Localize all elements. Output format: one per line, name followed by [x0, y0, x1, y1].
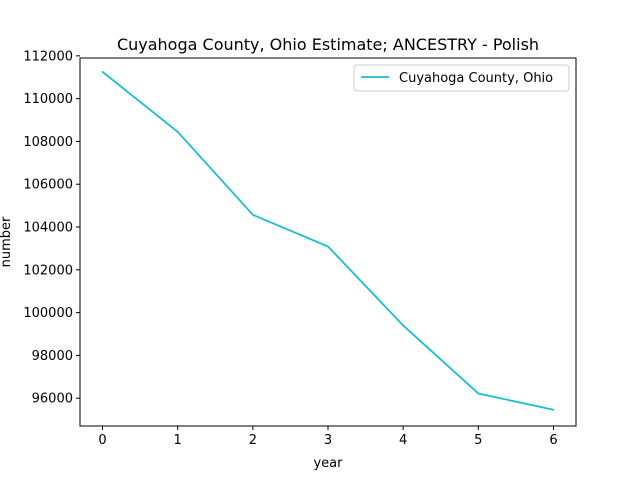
data-point: [327, 245, 329, 248]
data-point: [176, 130, 179, 133]
x-tick-label: 4: [399, 433, 407, 448]
y-axis-label: number: [0, 216, 14, 267]
y-tick-label: 108000: [23, 135, 73, 150]
y-tick-label: 112000: [23, 49, 73, 64]
data-point: [477, 392, 480, 395]
x-tick-label: 0: [98, 433, 106, 448]
data-point: [552, 408, 555, 411]
data-point: [402, 324, 405, 327]
x-tick-label: 2: [249, 433, 257, 448]
plot-frame: [79, 57, 577, 427]
x-axis-label: year: [313, 456, 343, 471]
y-axis: 96000 98000 100000 102000 104000 106000 108000…: [23, 49, 80, 407]
x-tick-label: 6: [549, 433, 557, 448]
y-tick-label: 104000: [23, 221, 73, 236]
y-tick-label: 106000: [23, 178, 73, 193]
y-tick-label: 110000: [23, 92, 73, 107]
x-tick-label: 5: [474, 433, 482, 448]
legend: Cuyahoga County, Ohio: [353, 64, 570, 92]
legend-label: Cuyahoga County, Ohio: [399, 71, 553, 86]
x-tick-label: 3: [324, 433, 332, 448]
series-layer: [101, 71, 555, 411]
y-tick-label: 100000: [23, 306, 73, 321]
data-point: [251, 213, 254, 216]
chart-title: Cuyahoga County, Ohio Estimate; ANCESTRY…: [117, 35, 539, 54]
legend-box: [353, 64, 570, 92]
x-axis: 0 1 2 3 4 5 6: [98, 426, 558, 448]
y-tick-label: 98000: [32, 349, 73, 364]
y-tick-label: 96000: [32, 392, 73, 407]
data-point: [101, 71, 104, 73]
y-tick-label: 102000: [23, 263, 73, 278]
x-tick-label: 1: [174, 433, 182, 448]
